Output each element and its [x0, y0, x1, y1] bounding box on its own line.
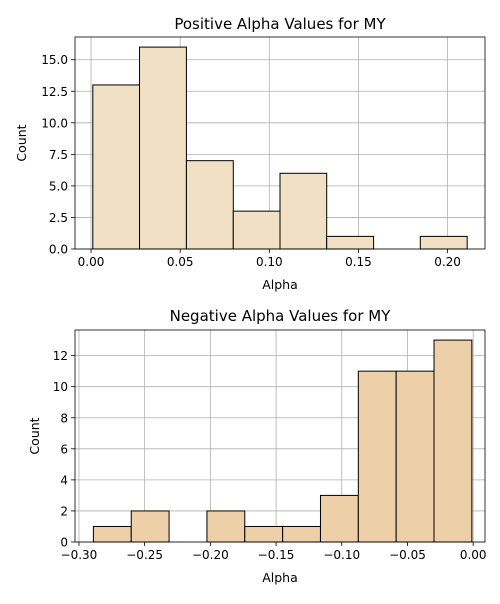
- histogram-bar: [185, 160, 234, 250]
- histogram-bar: [282, 525, 321, 543]
- histogram-bar: [139, 46, 187, 250]
- x-tick-label: 0.05: [167, 255, 194, 269]
- histogram-bars: [92, 339, 473, 543]
- x-tick-label: −0.30: [61, 548, 98, 562]
- y-tick-label: 6: [60, 442, 68, 456]
- histogram-bar: [92, 84, 141, 250]
- histogram-bar: [357, 370, 397, 543]
- histogram-bar: [395, 370, 435, 543]
- x-tick-label: −0.25: [126, 548, 163, 562]
- x-axis-ticks: 0.00 0.05 0.10 0.15 0.20: [78, 249, 461, 269]
- chart-title: Positive Alpha Values for MY: [174, 15, 386, 33]
- histogram-bar: [92, 525, 132, 543]
- x-tick-label: −0.05: [389, 548, 426, 562]
- histogram-bar: [130, 510, 170, 543]
- x-tick-label: 0.00: [460, 548, 487, 562]
- y-axis-label: Count: [27, 417, 42, 454]
- histogram-bars: [92, 46, 468, 250]
- y-tick-label: 10: [53, 380, 68, 394]
- y-tick-label: 0: [60, 536, 68, 550]
- histogram-bar: [244, 525, 284, 543]
- y-tick-label: 10.0: [41, 116, 68, 130]
- y-tick-label: 2.5: [49, 211, 68, 225]
- y-axis-ticks: 0.0 2.5 5.0 7.5 10.0 12.5 15.0: [41, 53, 75, 257]
- y-tick-label: 2: [60, 504, 68, 518]
- chart-title: Negative Alpha Values for MY: [170, 307, 392, 325]
- histogram-bar: [433, 339, 473, 543]
- y-tick-label: 5.0: [49, 179, 68, 193]
- x-axis-label: Alpha: [262, 570, 298, 585]
- x-axis-label: Alpha: [262, 277, 298, 292]
- histogram-bar: [279, 172, 328, 250]
- x-tick-label: 0.15: [345, 255, 372, 269]
- y-tick-label: 7.5: [49, 148, 68, 162]
- y-tick-label: 4: [60, 473, 68, 487]
- y-tick-label: 15.0: [41, 53, 68, 67]
- y-axis-label: Count: [14, 124, 29, 161]
- histogram-bar: [326, 235, 375, 250]
- x-tick-label: 0.00: [78, 255, 105, 269]
- y-tick-label: 12.5: [41, 85, 68, 99]
- y-tick-label: 8: [60, 411, 68, 425]
- y-tick-label: 12: [53, 349, 68, 363]
- x-tick-label: 0.10: [256, 255, 283, 269]
- histogram-bar: [206, 510, 246, 543]
- histogram-bar: [232, 210, 281, 250]
- x-tick-label: −0.20: [192, 548, 229, 562]
- negative-alpha-histogram: Negative Alpha Values for MY Alpha Count…: [27, 307, 487, 585]
- x-tick-label: −0.10: [323, 548, 360, 562]
- histogram-bar: [319, 494, 359, 543]
- histogram-bar: [419, 235, 468, 250]
- plot-frame: [74, 329, 486, 543]
- y-tick-label: 0.0: [49, 243, 68, 257]
- positive-alpha-histogram: Positive Alpha Values for MY Alpha Count…: [14, 15, 486, 292]
- x-tick-label: 0.20: [434, 255, 461, 269]
- plot-frame: [74, 36, 486, 250]
- x-tick-label: −0.15: [258, 548, 295, 562]
- y-axis-ticks: 0 2 4 6 8 10 12: [53, 349, 75, 550]
- x-axis-ticks: −0.30 −0.25 −0.20 −0.15 −0.10 −0.05 0.00: [61, 542, 487, 562]
